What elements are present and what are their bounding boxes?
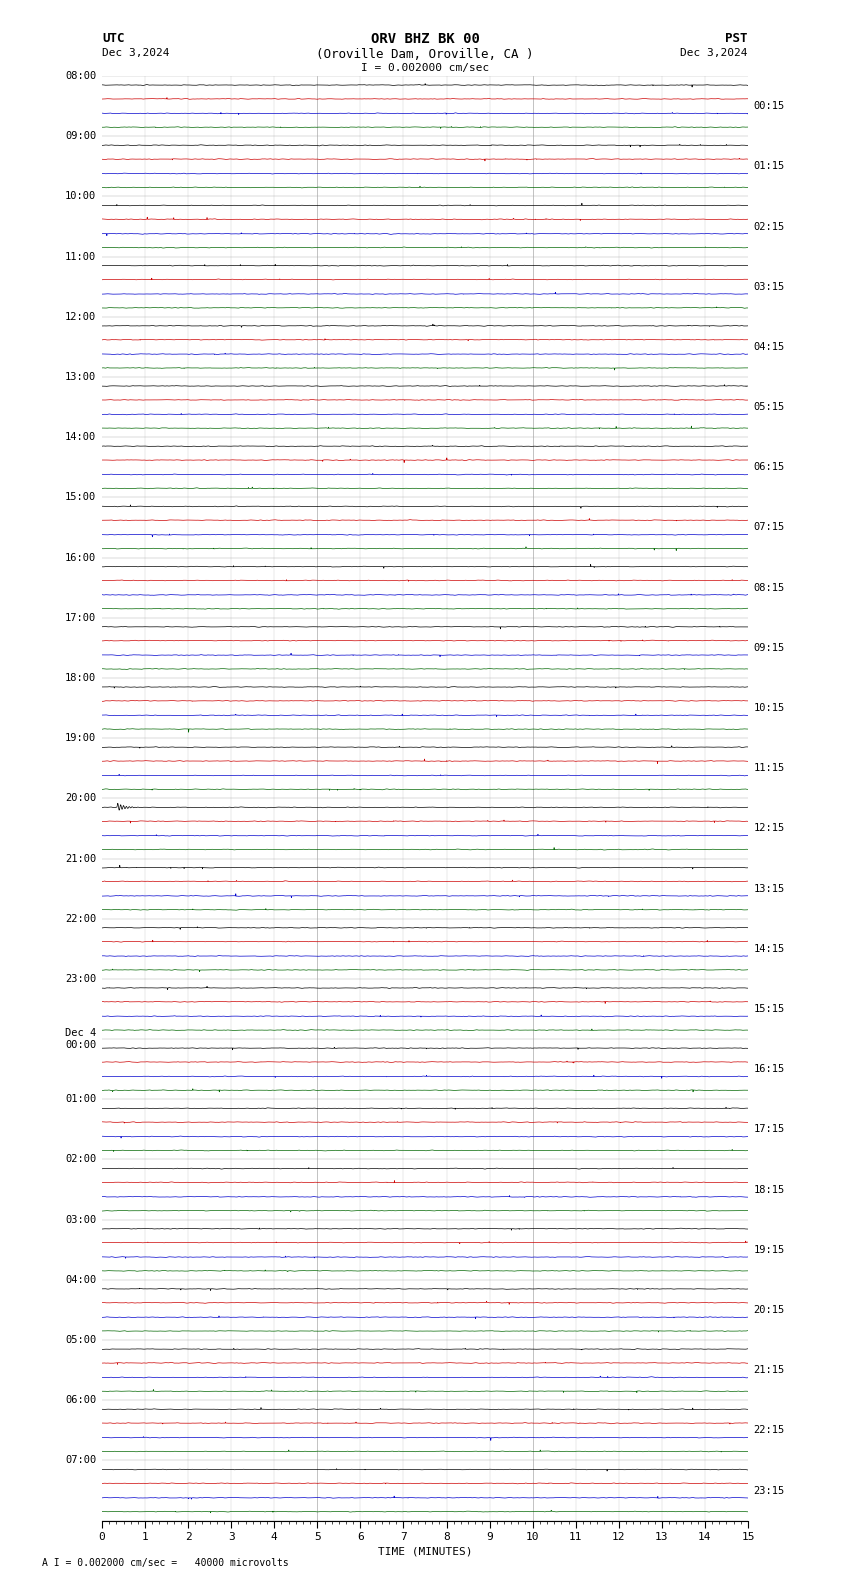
Text: 02:00: 02:00 xyxy=(65,1155,96,1164)
Text: 17:15: 17:15 xyxy=(754,1125,785,1134)
Text: 20:00: 20:00 xyxy=(65,794,96,803)
Text: 21:15: 21:15 xyxy=(754,1365,785,1375)
X-axis label: TIME (MINUTES): TIME (MINUTES) xyxy=(377,1546,473,1557)
Text: 11:00: 11:00 xyxy=(65,252,96,261)
Text: 12:15: 12:15 xyxy=(754,824,785,833)
Text: 22:00: 22:00 xyxy=(65,914,96,923)
Text: 10:15: 10:15 xyxy=(754,703,785,713)
Text: 20:15: 20:15 xyxy=(754,1305,785,1315)
Text: 09:15: 09:15 xyxy=(754,643,785,653)
Text: 13:15: 13:15 xyxy=(754,884,785,893)
Text: 15:00: 15:00 xyxy=(65,493,96,502)
Text: 06:15: 06:15 xyxy=(754,463,785,472)
Text: 03:00: 03:00 xyxy=(65,1215,96,1224)
Text: 17:00: 17:00 xyxy=(65,613,96,623)
Text: 16:15: 16:15 xyxy=(754,1064,785,1074)
Text: 13:00: 13:00 xyxy=(65,372,96,382)
Text: 07:00: 07:00 xyxy=(65,1456,96,1465)
Text: 09:00: 09:00 xyxy=(65,131,96,141)
Text: 23:15: 23:15 xyxy=(754,1486,785,1495)
Text: 04:15: 04:15 xyxy=(754,342,785,352)
Text: 10:00: 10:00 xyxy=(65,192,96,201)
Text: 18:15: 18:15 xyxy=(754,1185,785,1194)
Text: 18:00: 18:00 xyxy=(65,673,96,683)
Text: 07:15: 07:15 xyxy=(754,523,785,532)
Text: A I = 0.002000 cm/sec =   40000 microvolts: A I = 0.002000 cm/sec = 40000 microvolts xyxy=(42,1559,289,1568)
Text: 00:15: 00:15 xyxy=(754,101,785,111)
Text: 04:00: 04:00 xyxy=(65,1275,96,1285)
Text: 11:15: 11:15 xyxy=(754,763,785,773)
Text: 23:00: 23:00 xyxy=(65,974,96,984)
Text: 16:00: 16:00 xyxy=(65,553,96,562)
Text: 08:00: 08:00 xyxy=(65,71,96,81)
Text: 19:00: 19:00 xyxy=(65,733,96,743)
Text: 02:15: 02:15 xyxy=(754,222,785,231)
Text: 08:15: 08:15 xyxy=(754,583,785,592)
Text: 14:15: 14:15 xyxy=(754,944,785,954)
Text: UTC: UTC xyxy=(102,32,124,44)
Text: 12:00: 12:00 xyxy=(65,312,96,322)
Text: Dec 3,2024: Dec 3,2024 xyxy=(681,48,748,57)
Text: PST: PST xyxy=(726,32,748,44)
Text: 01:15: 01:15 xyxy=(754,162,785,171)
Text: 06:00: 06:00 xyxy=(65,1396,96,1405)
Text: 05:15: 05:15 xyxy=(754,402,785,412)
Text: 01:00: 01:00 xyxy=(65,1095,96,1104)
Text: (Oroville Dam, Oroville, CA ): (Oroville Dam, Oroville, CA ) xyxy=(316,48,534,60)
Text: 05:00: 05:00 xyxy=(65,1335,96,1345)
Text: ORV BHZ BK 00: ORV BHZ BK 00 xyxy=(371,32,479,46)
Text: I = 0.002000 cm/sec: I = 0.002000 cm/sec xyxy=(361,63,489,73)
Text: 14:00: 14:00 xyxy=(65,432,96,442)
Text: 19:15: 19:15 xyxy=(754,1245,785,1255)
Text: Dec 3,2024: Dec 3,2024 xyxy=(102,48,169,57)
Text: 21:00: 21:00 xyxy=(65,854,96,863)
Text: 15:15: 15:15 xyxy=(754,1004,785,1014)
Text: Dec 4
00:00: Dec 4 00:00 xyxy=(65,1028,96,1050)
Text: 22:15: 22:15 xyxy=(754,1426,785,1435)
Text: 03:15: 03:15 xyxy=(754,282,785,291)
